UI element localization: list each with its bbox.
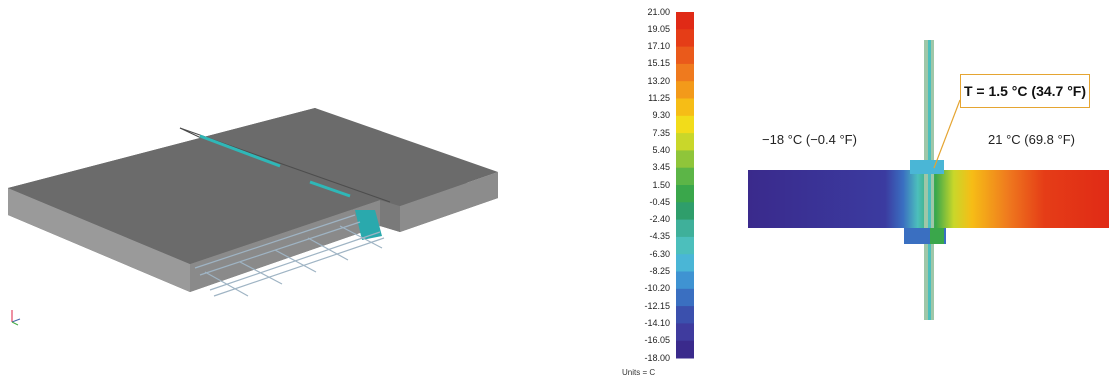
wall-inner-layer — [928, 40, 931, 320]
rebar-cage — [194, 214, 385, 297]
legend-tick-label: 11.25 — [648, 93, 670, 103]
legend-swatch — [676, 12, 694, 30]
legend-tick-label: -8.25 — [649, 266, 670, 276]
axis-triad-icon — [11, 310, 21, 326]
thermal-break-strip — [199, 134, 281, 168]
legend-tick-label: 13.20 — [647, 75, 670, 86]
slab-model-view — [0, 0, 520, 383]
legend-swatch — [676, 150, 694, 169]
legend-tick-label: -6.30 — [649, 248, 670, 259]
legend-tick-label: -0.45 — [649, 196, 670, 207]
legend-swatch — [676, 185, 694, 203]
legend-swatch — [676, 63, 694, 82]
legend-swatch — [676, 288, 694, 307]
legend-tick-label: 7.35 — [652, 127, 670, 138]
legend-swatch — [676, 202, 694, 221]
legend-tick-label: 17.10 — [647, 41, 670, 52]
legend-tick-label: -10.20 — [644, 283, 670, 294]
legend-swatch — [676, 306, 694, 324]
thermal-break-strip-2 — [309, 180, 351, 198]
temperature-callout: T = 1.5 °C (34.7 °F) — [960, 74, 1090, 108]
slab-front-face — [8, 188, 190, 292]
legend-tick-label: 1.50 — [652, 179, 670, 190]
legend-units: Units = C — [622, 368, 656, 377]
legend-tick-label: -18.00 — [644, 352, 670, 363]
slab-notch-face — [380, 200, 400, 232]
legend-swatch — [676, 133, 694, 151]
legend-swatch — [676, 46, 694, 65]
legend-colorbar — [676, 12, 694, 359]
legend-swatch — [676, 340, 694, 359]
thermal-break-block — [355, 210, 382, 240]
legend-swatch — [676, 254, 694, 272]
legend-tick-label: 5.40 — [652, 144, 670, 155]
thermal-gradient-drawing — [748, 40, 1109, 320]
legend-swatch — [676, 323, 694, 342]
legend-tick-label: 3.45 — [652, 162, 670, 173]
slab-right-face — [400, 172, 498, 232]
legend-swatch — [676, 219, 694, 238]
legend-tick-label: 19.05 — [647, 23, 670, 34]
legend-swatch — [676, 271, 694, 290]
cold-side-label: −18 °C (−0.4 °F) — [762, 132, 857, 147]
warm-side-label: 21 °C (69.8 °F) — [988, 132, 1075, 147]
callout-leader — [933, 99, 961, 169]
legend-tick-label: -16.05 — [644, 335, 670, 346]
legend-swatch — [676, 29, 694, 48]
legend-tick-label: -14.10 — [644, 317, 670, 328]
thermal-simulation-view: −18 °C (−0.4 °F) 21 °C (69.8 °F) T = 1.5… — [720, 0, 1109, 383]
connection-block-top — [910, 160, 944, 174]
legend-swatch — [676, 167, 694, 186]
temperature-legend: 21.00 19.05 17.10 15.15 13.20 11.25 9.30 7.35 5.… — [610, 0, 710, 383]
slab-model-drawing — [8, 108, 498, 326]
connection-block-bottom-right — [930, 228, 944, 244]
legend-tick-label: -4.35 — [649, 231, 670, 242]
slab-top-overlay — [8, 108, 498, 264]
legend-swatch — [676, 98, 694, 117]
legend-swatch — [676, 236, 694, 255]
legend-tick-label: -12.15 — [644, 300, 670, 311]
legend-swatch — [676, 81, 694, 99]
legend-tick-label: 15.15 — [647, 58, 670, 69]
legend-tick-label: 21.00 — [647, 6, 670, 17]
legend-tick-label: 9.30 — [652, 110, 670, 121]
legend-swatch — [676, 115, 694, 134]
legend-tick-label: -2.40 — [649, 214, 670, 225]
